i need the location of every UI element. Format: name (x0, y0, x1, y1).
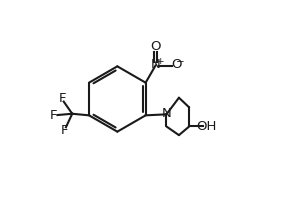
Text: F: F (61, 124, 68, 137)
Text: N: N (162, 107, 172, 120)
Text: +: + (156, 57, 164, 66)
Text: F: F (50, 109, 57, 122)
Text: O: O (150, 40, 161, 53)
Text: O: O (171, 58, 182, 71)
Text: OH: OH (196, 120, 217, 133)
Text: N: N (151, 58, 160, 71)
Text: −: − (176, 57, 185, 67)
Text: F: F (58, 92, 66, 105)
